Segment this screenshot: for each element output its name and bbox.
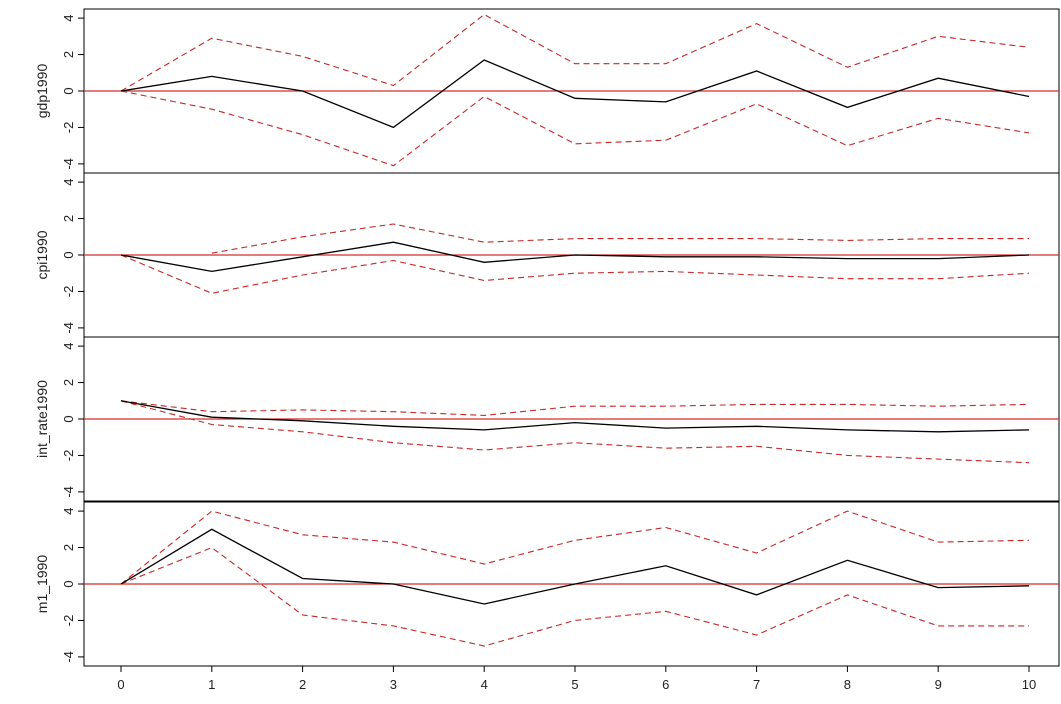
y-tick-label: 2 xyxy=(61,544,76,551)
panel-int-rate1990: -4 -2 0 2 4 int_rate1990 xyxy=(34,336,1060,502)
y-tick-label: 0 xyxy=(61,87,76,94)
x-tick-label: 7 xyxy=(753,677,760,692)
y-tick-label: -2 xyxy=(61,122,76,134)
y-tick-label: 2 xyxy=(61,215,76,222)
x-tick-label: 1 xyxy=(208,677,215,692)
y-tick-label: 2 xyxy=(61,379,76,386)
lower-band-line xyxy=(120,400,1030,464)
response-line xyxy=(120,528,1030,605)
panel-ylabel: int_rate1990 xyxy=(34,380,50,458)
y-tick-label: 0 xyxy=(61,415,76,422)
x-tick-label: 0 xyxy=(117,677,124,692)
panel-m1-1990: -4 -2 0 2 4 m1_1990 xyxy=(34,501,1060,667)
y-tick-label: 4 xyxy=(61,14,76,21)
x-tick-label: 10 xyxy=(1022,677,1036,692)
x-tick-label: 6 xyxy=(662,677,669,692)
x-tick-label: 5 xyxy=(571,677,578,692)
y-tick-label: -4 xyxy=(61,486,76,498)
y-tick-label: -2 xyxy=(61,450,76,462)
y-tick-label: 0 xyxy=(61,580,76,587)
y-tick-label: 0 xyxy=(61,251,76,258)
panel-gdp1990: -4 -2 0 2 4 gdp1990 xyxy=(34,8,1060,174)
x-tick-label: 2 xyxy=(299,677,306,692)
y-tick-label: -4 xyxy=(61,158,76,170)
x-tick-label: 8 xyxy=(844,677,851,692)
lower-band-line xyxy=(120,546,1029,647)
panel-cpi1990: -4 -2 0 2 4 cpi1990 xyxy=(34,172,1060,338)
y-tick-label: -4 xyxy=(61,322,76,334)
response-line xyxy=(120,59,1030,129)
y-tick-label: 2 xyxy=(61,51,76,58)
lower-band-line xyxy=(120,254,1030,294)
panel-ylabel: cpi1990 xyxy=(34,230,50,279)
lower-band-line xyxy=(120,90,1030,167)
y-tick-label: -2 xyxy=(61,615,76,627)
x-tick-label: 9 xyxy=(935,677,942,692)
upper-band-line xyxy=(120,510,1030,585)
response-line xyxy=(120,241,1030,273)
x-tick-label: 4 xyxy=(481,677,488,692)
response-line xyxy=(120,400,1030,433)
upper-band-line xyxy=(211,223,1029,254)
panel-ylabel: gdp1990 xyxy=(34,64,50,119)
y-tick-label: -4 xyxy=(61,651,76,663)
x-axis: 0 1 2 3 4 5 6 7 8 9 10 xyxy=(117,665,1036,692)
upper-band-line xyxy=(120,13,1030,92)
y-tick-label: 4 xyxy=(61,507,76,514)
y-tick-label: 4 xyxy=(61,178,76,185)
x-tick-label: 3 xyxy=(390,677,397,692)
y-tick-label: 4 xyxy=(61,342,76,349)
upper-band-line xyxy=(120,400,1030,416)
panel-ylabel: m1_1990 xyxy=(34,555,50,614)
y-tick-label: -2 xyxy=(61,286,76,298)
